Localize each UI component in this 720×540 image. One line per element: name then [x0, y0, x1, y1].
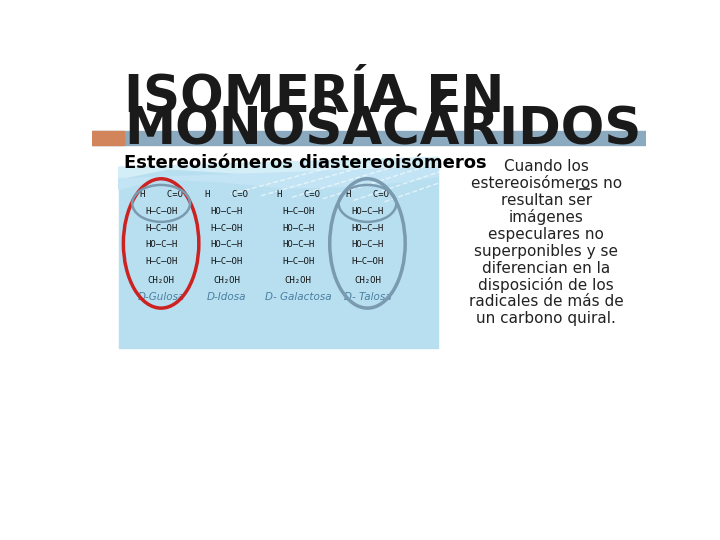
Text: HO—C—H: HO—C—H [282, 240, 315, 249]
Text: HO—C—H: HO—C—H [210, 207, 243, 215]
Text: Cuando los: Cuando los [504, 159, 588, 174]
Text: ISOMERÍA EN: ISOMERÍA EN [124, 72, 505, 123]
Text: resultan ser: resultan ser [500, 193, 592, 208]
Text: H—C—OH: H—C—OH [145, 224, 177, 233]
Text: disposición de los: disposición de los [478, 277, 614, 293]
Text: D-Gulosa: D-Gulosa [138, 292, 185, 302]
Text: H—C—OH: H—C—OH [282, 207, 315, 215]
Text: H—C—OH: H—C—OH [351, 258, 384, 266]
Text: H—C—OH: H—C—OH [145, 207, 177, 215]
Text: CH₂OH: CH₂OH [148, 276, 174, 285]
Text: MONOSACÁRIDOS: MONOSACÁRIDOS [124, 105, 642, 155]
Text: D- Talosa: D- Talosa [343, 292, 391, 302]
Text: H    C=O: H C=O [346, 190, 389, 199]
Text: HO—C—H: HO—C—H [282, 224, 315, 233]
Text: H    C=O: H C=O [140, 190, 183, 199]
Text: un carbono quiral.: un carbono quiral. [476, 312, 616, 326]
Polygon shape [119, 157, 438, 179]
Text: HO—C—H: HO—C—H [351, 207, 384, 215]
Text: HO—C—H: HO—C—H [351, 224, 384, 233]
Text: H    C=O: H C=O [276, 190, 320, 199]
Text: superponibles y se: superponibles y se [474, 244, 618, 259]
Text: H—C—OH: H—C—OH [145, 258, 177, 266]
Text: Estereoisómeros diastereoisómeros: Estereoisómeros diastereoisómeros [124, 154, 487, 172]
Text: estereoisómeros no: estereoisómeros no [471, 176, 621, 191]
Text: H—C—OH: H—C—OH [210, 258, 243, 266]
Text: radicales de más de: radicales de más de [469, 294, 624, 309]
Text: D-Idosa: D-Idosa [207, 292, 246, 302]
Text: CH₂OH: CH₂OH [354, 276, 381, 285]
Text: H    C=O: H C=O [205, 190, 248, 199]
Text: HO—C—H: HO—C—H [351, 240, 384, 249]
Bar [92, 131, 647, 145]
Text: H—C—OH: H—C—OH [210, 224, 243, 233]
Text: CH₂OH: CH₂OH [284, 276, 312, 285]
Text: H—C—OH: H—C—OH [282, 258, 315, 266]
Text: especulares no: especulares no [488, 227, 604, 242]
Text: diferencian en la: diferencian en la [482, 261, 611, 275]
Text: CH₂OH: CH₂OH [213, 276, 240, 285]
Text: HO—C—H: HO—C—H [210, 240, 243, 249]
Bar [92, 131, 124, 145]
Polygon shape [119, 167, 438, 190]
Bar [119, 167, 438, 348]
Text: imágenes: imágenes [508, 210, 583, 225]
Text: D- Galactosa: D- Galactosa [265, 292, 331, 302]
Text: HO—C—H: HO—C—H [145, 240, 177, 249]
